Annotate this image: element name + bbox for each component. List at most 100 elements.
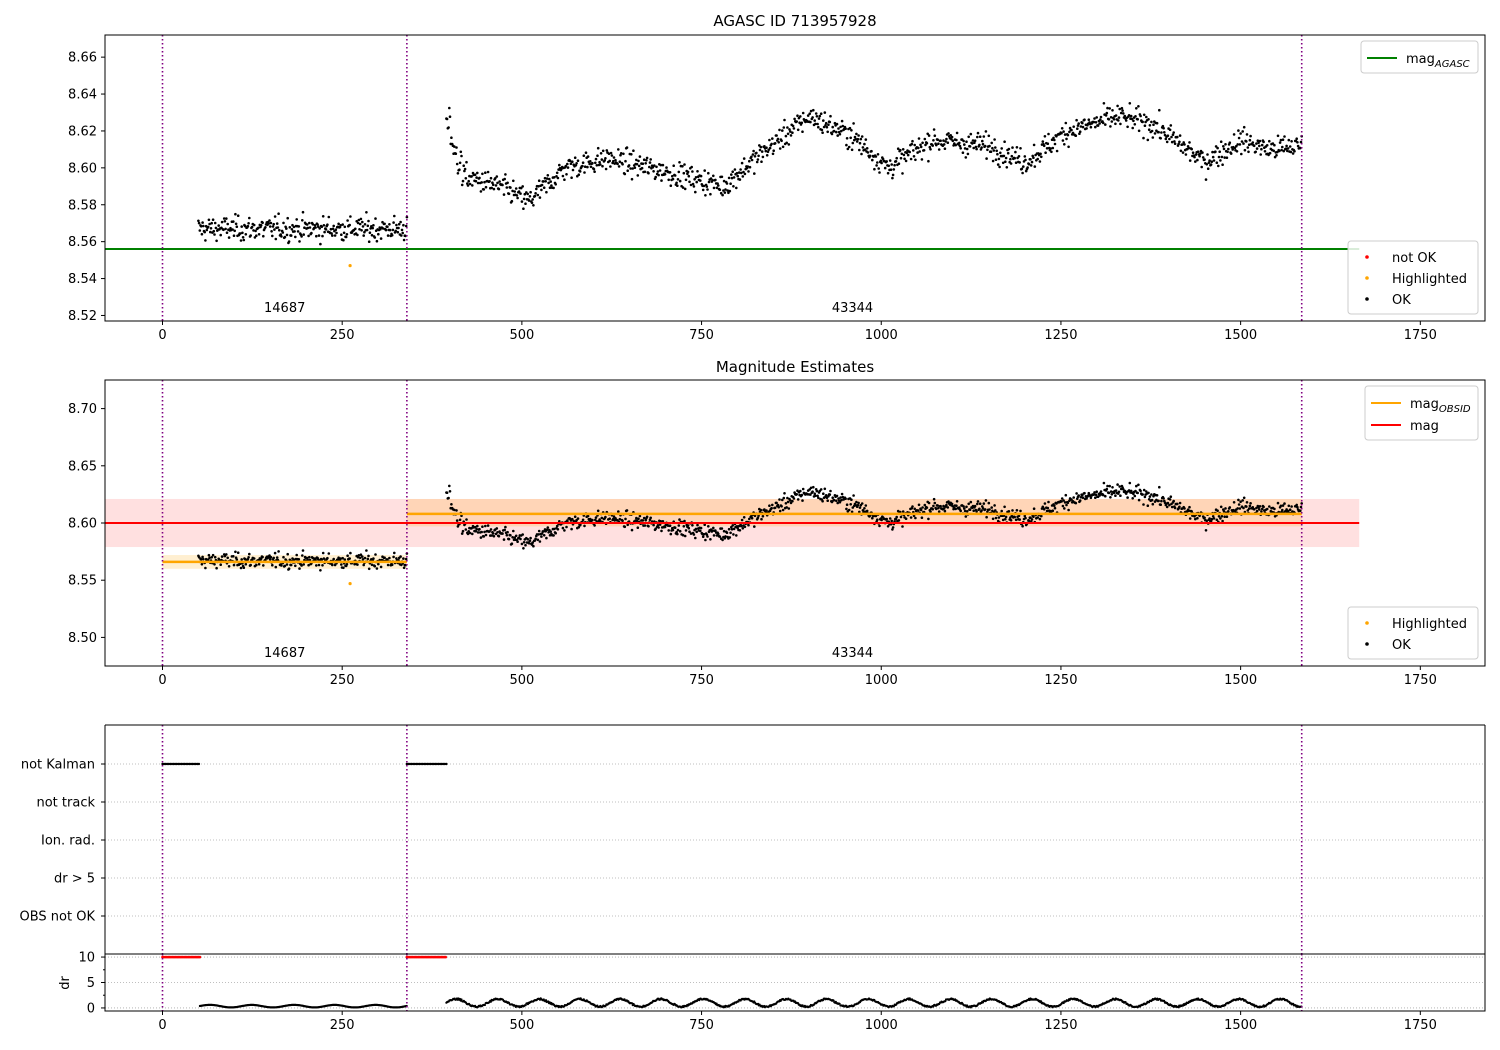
p1-ok-point: [702, 184, 706, 188]
p1-ok-point: [629, 167, 632, 170]
p2-ok-point: [1014, 518, 1018, 522]
p1-ok-point: [1050, 150, 1053, 154]
p1-ok-point: [463, 167, 467, 171]
p1-ok-point: [622, 152, 625, 156]
p1-ok-point: [1252, 144, 1256, 148]
p1-ok-point: [1009, 157, 1012, 161]
p1-ok-point: [1204, 178, 1208, 181]
p1-ok-point: [301, 210, 305, 214]
p1-ok-point: [661, 163, 665, 167]
p1-ok-point: [476, 181, 480, 185]
p2-ok-point: [358, 556, 362, 560]
p1-ok-point: [755, 160, 759, 164]
p1-ok-point: [533, 194, 537, 198]
p2-ok-point: [699, 529, 702, 533]
p1-ok-point: [1102, 102, 1106, 105]
p1-ok-point: [323, 230, 326, 234]
p2-ok-point: [359, 553, 363, 556]
p2-ok-point: [1119, 494, 1122, 498]
p2-ok-point: [1187, 509, 1191, 512]
p2-ok-point: [718, 535, 722, 538]
p2-ok-point: [1208, 517, 1211, 520]
p1-ok-point: [478, 176, 481, 180]
p2-ok-point: [667, 529, 670, 532]
p1-ok-point: [1216, 146, 1219, 150]
p1-ok-point: [294, 235, 297, 239]
p1-ok-point: [558, 163, 561, 167]
p1-ok-point: [796, 128, 800, 132]
p1-ok-point: [241, 236, 245, 239]
p1-ok-point: [232, 234, 236, 237]
p1-x-tick-label: 1500: [1224, 328, 1257, 343]
p1-ok-point: [727, 176, 731, 180]
p1-ok-point: [1027, 162, 1031, 166]
p2-ok-point: [326, 556, 329, 560]
p1-ok-point: [643, 170, 647, 174]
p2-ok-point: [987, 501, 991, 505]
p1-ok-point: [837, 127, 840, 130]
p2-ok-point: [897, 519, 901, 522]
p2-ok-point: [288, 558, 292, 562]
p1-ok-point: [612, 159, 615, 163]
p1-ok-point: [902, 153, 906, 157]
p1-ok-point: [563, 178, 566, 181]
p2-ok-point: [823, 487, 827, 491]
p2-ok-point: [800, 493, 804, 497]
p1-ok-point: [715, 186, 719, 190]
p1-ok-point: [1093, 117, 1096, 120]
p1-ok-point: [1116, 104, 1119, 108]
p2-ok-point: [1190, 510, 1193, 513]
p1-ok-point: [360, 229, 363, 232]
p2-ok-point: [600, 516, 604, 520]
p2-ok-point: [623, 525, 627, 529]
p1-ok-point: [200, 232, 204, 236]
p1-ok-point: [932, 128, 936, 131]
p1-ok-point: [300, 235, 303, 238]
p1-ok-point: [866, 151, 870, 154]
p2-ok-point: [1018, 518, 1021, 521]
p2-ok-point: [712, 534, 716, 537]
p2-ok-point: [1133, 494, 1137, 498]
p2-ok-point: [361, 555, 364, 558]
p1-ok-point: [913, 143, 916, 147]
p2-ok-point: [537, 533, 540, 536]
p1-ok-point: [318, 227, 322, 230]
p1-ok-point: [292, 225, 296, 229]
p2-ok-point: [832, 498, 836, 502]
p2-ok-point: [341, 556, 345, 560]
p1-ok-point: [1053, 142, 1057, 146]
p1-ok-point: [280, 235, 283, 238]
p1-ok-point: [630, 153, 633, 156]
p1-ok-point: [833, 121, 837, 125]
p1-ok-point: [693, 178, 696, 181]
p1-ok-point: [855, 140, 859, 143]
p2-ok-point: [1183, 507, 1186, 510]
p2-ok-point: [1017, 514, 1021, 518]
p1-ok-point: [223, 220, 227, 223]
p2-ok-point: [505, 533, 509, 537]
p1-ok-point: [1092, 120, 1096, 124]
p1-ok-point: [818, 114, 822, 118]
p1-ok-point: [234, 222, 238, 226]
p1-ok-point: [635, 162, 639, 166]
p1-ok-point: [1172, 131, 1175, 134]
p1-ok-point: [743, 172, 747, 176]
p1-ok-point: [283, 235, 287, 239]
p1-ok-point: [542, 186, 546, 189]
p1-ok-point: [1081, 125, 1085, 129]
p2-ok-point: [840, 498, 843, 502]
p2-ok-point: [965, 510, 969, 513]
p1-ok-point: [1293, 150, 1296, 153]
p2-ok-point: [850, 498, 853, 502]
p1-ok-point: [1085, 127, 1088, 130]
p1-ok-point: [373, 236, 377, 239]
p1-ok-point: [1032, 143, 1036, 147]
p2-ok-point: [1221, 519, 1224, 523]
p1-ok-point: [545, 177, 549, 180]
p2-ok-point: [1019, 509, 1022, 513]
p1-ok-point: [1039, 152, 1042, 156]
p2-ok-point: [617, 510, 620, 513]
p1-ok-point: [1246, 146, 1250, 149]
p2-ok-point: [1299, 505, 1303, 509]
p1-ok-point: [801, 111, 805, 115]
